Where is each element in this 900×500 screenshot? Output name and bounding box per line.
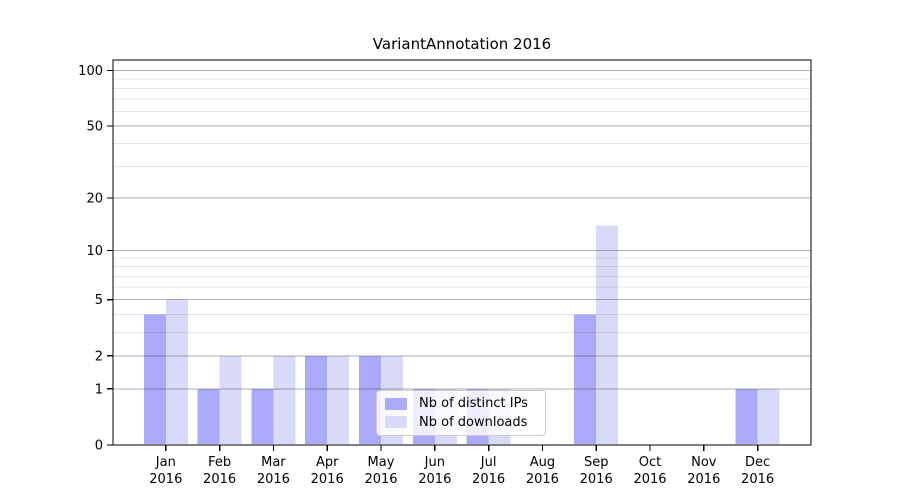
x-tick-label-year: 2016 bbox=[687, 472, 720, 487]
bar-downloads bbox=[219, 355, 242, 444]
bar-downloads bbox=[165, 299, 188, 444]
bar-downloads bbox=[757, 388, 780, 444]
x-tick-label-month: Dec bbox=[745, 455, 770, 470]
x-tick-label-year: 2016 bbox=[741, 472, 774, 487]
x-tick-label-month: Jan bbox=[155, 455, 176, 470]
legend-label-downloads: Nb of downloads bbox=[419, 414, 528, 430]
axis-frame bbox=[112, 59, 812, 446]
bar-distinct-ips bbox=[735, 388, 758, 444]
legend-swatch-downloads-icon bbox=[385, 416, 407, 429]
x-tick-label-year: 2016 bbox=[580, 472, 613, 487]
x-tick-label-year: 2016 bbox=[203, 472, 236, 487]
bar-distinct-ips bbox=[143, 314, 166, 444]
legend-label-distinct-ips: Nb of distinct IPs bbox=[419, 396, 528, 412]
y-tick-label: 0 bbox=[95, 439, 103, 454]
x-tick-label-year: 2016 bbox=[257, 472, 290, 487]
x-tick-label-month: Jul bbox=[480, 455, 497, 470]
x-tick-label-year: 2016 bbox=[311, 472, 344, 487]
y-tick-label: 50 bbox=[86, 119, 103, 134]
bar-distinct-ips bbox=[359, 355, 381, 444]
x-tick-label-year: 2016 bbox=[526, 472, 559, 487]
x-tick-label-year: 2016 bbox=[418, 472, 451, 487]
chart-title: VariantAnnotation 2016 bbox=[372, 35, 552, 53]
x-tick-label-month: Mar bbox=[261, 455, 286, 470]
x-tick-label-month: Oct bbox=[639, 455, 661, 470]
legend-swatch-distinct-ips-icon bbox=[385, 397, 407, 410]
y-tick-label: 5 bbox=[95, 293, 103, 308]
y-tick-label: 2 bbox=[95, 349, 103, 364]
x-tick-label-year: 2016 bbox=[149, 472, 182, 487]
y-tick-label: 1 bbox=[95, 382, 103, 397]
x-tick-label-year: 2016 bbox=[364, 472, 397, 487]
bar-downloads bbox=[596, 225, 619, 444]
x-tick-label-month: Feb bbox=[208, 455, 231, 470]
legend-row-downloads: Nb of downloads bbox=[385, 415, 537, 430]
bar-distinct-ips bbox=[305, 355, 328, 444]
bar-distinct-ips bbox=[574, 314, 597, 444]
x-tick-label-year: 2016 bbox=[633, 472, 666, 487]
bar-distinct-ips bbox=[197, 388, 220, 444]
x-tick-label-month: Nov bbox=[691, 455, 717, 470]
x-tick-label-month: Sep bbox=[584, 455, 609, 470]
x-tick-label-month: May bbox=[368, 455, 395, 470]
legend: Nb of distinct IPs Nb of downloads bbox=[376, 390, 546, 436]
legend-row-distinct-ips: Nb of distinct IPs bbox=[385, 396, 537, 411]
bar-distinct-ips bbox=[251, 388, 274, 444]
x-tick-label-month: Aug bbox=[530, 455, 555, 470]
y-tick-label: 10 bbox=[86, 244, 103, 259]
x-tick-label-month: Apr bbox=[316, 455, 339, 470]
y-tick-label: 100 bbox=[78, 64, 103, 79]
x-tick-label-month: Jun bbox=[424, 455, 445, 470]
x-tick-label-year: 2016 bbox=[472, 472, 505, 487]
bar-downloads bbox=[327, 355, 350, 444]
y-tick-label: 20 bbox=[86, 191, 103, 206]
bar-downloads bbox=[273, 355, 296, 444]
